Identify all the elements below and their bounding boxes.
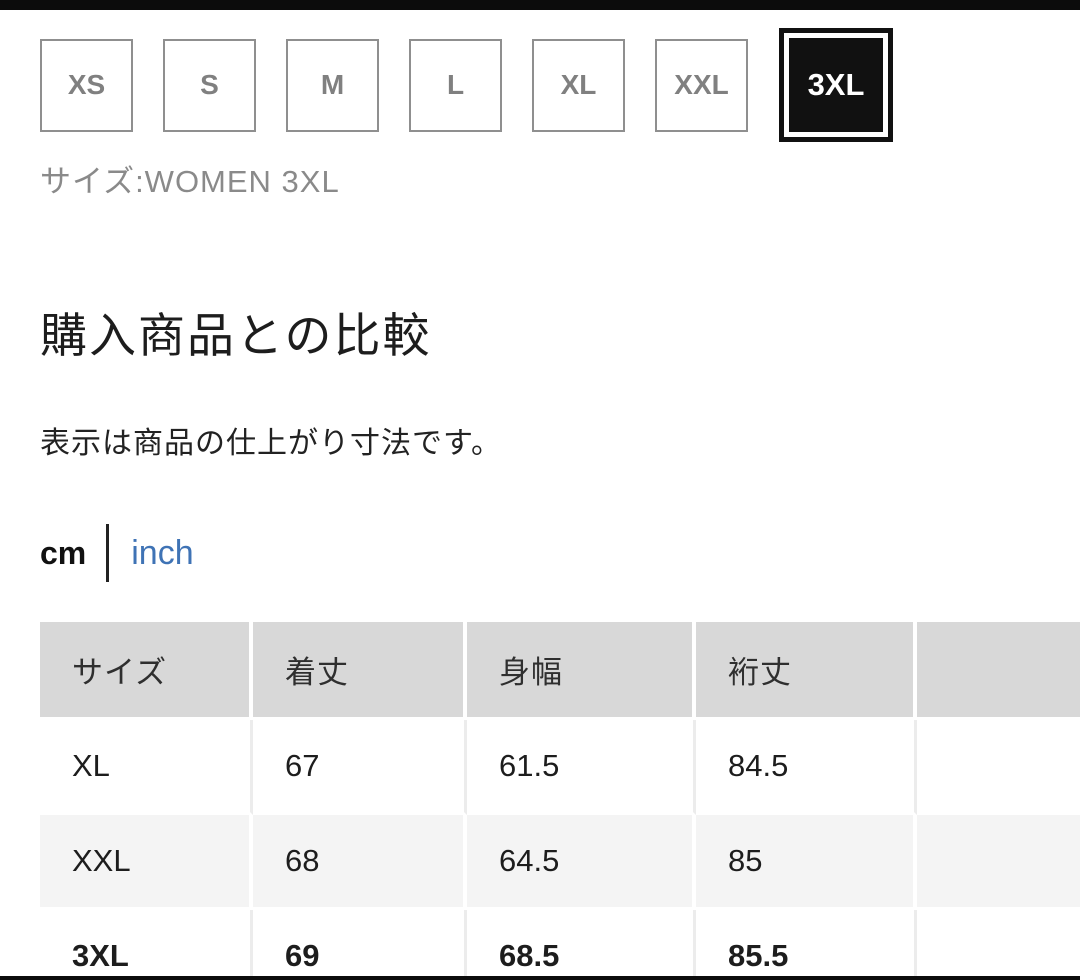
top-letterbox-bar	[0, 0, 1080, 10]
cell-value: 61.5	[467, 720, 696, 815]
size-table: サイズ 着丈 身幅 裄丈 XL 67 61.5 84.5	[40, 622, 1080, 980]
cell-size: 3XL	[40, 910, 253, 980]
cell-value: 85.5	[696, 910, 917, 980]
unit-toggle-divider	[106, 524, 110, 582]
size-table-container: サイズ 着丈 身幅 裄丈 XL 67 61.5 84.5	[40, 622, 1080, 980]
unit-cm-label[interactable]: cm	[40, 534, 87, 571]
size-table-header-row: サイズ 着丈 身幅 裄丈	[40, 622, 1080, 720]
size-option-l[interactable]: L	[409, 38, 502, 132]
size-option-s[interactable]: S	[163, 38, 256, 132]
selected-size-caption: サイズ:WOMEN 3XL	[40, 164, 340, 199]
size-option-xs[interactable]: XS	[40, 38, 133, 132]
size-option-xl[interactable]: XL	[532, 38, 625, 132]
col-header-body-width: 身幅	[467, 622, 696, 720]
unit-toggle: cm inch	[40, 522, 1080, 584]
bottom-letterbox-bar	[0, 976, 1080, 980]
col-header-extra	[917, 622, 1080, 720]
table-row-xxl: XXL 68 64.5 85	[40, 815, 1080, 910]
unit-inch-link[interactable]: inch	[131, 533, 194, 572]
cell-size: XXL	[40, 815, 253, 910]
size-option-m[interactable]: M	[286, 38, 379, 132]
cell-value: 67	[253, 720, 467, 815]
cell-value: 64.5	[467, 815, 696, 910]
comparison-section-note: 表示は商品の仕上がり寸法です。	[40, 427, 502, 460]
cell-value	[917, 910, 1080, 980]
comparison-section-title: 購入商品との比較	[40, 309, 432, 362]
cell-value: 85	[696, 815, 917, 910]
cell-value	[917, 720, 1080, 815]
table-row-3xl: 3XL 69 68.5 85.5	[40, 910, 1080, 980]
cell-value: 69	[253, 910, 467, 980]
cell-value	[917, 815, 1080, 910]
cell-value: 84.5	[696, 720, 917, 815]
col-header-body-length: 着丈	[253, 622, 467, 720]
size-selector: XS S M L XL XXL 3XL	[40, 26, 1080, 144]
size-option-3xl-selected[interactable]: 3XL	[779, 28, 893, 142]
cell-size: XL	[40, 720, 253, 815]
col-header-size: サイズ	[40, 622, 253, 720]
size-option-xxl[interactable]: XXL	[655, 38, 748, 132]
cell-value: 68.5	[467, 910, 696, 980]
col-header-sleeve-length: 裄丈	[696, 622, 917, 720]
cell-value: 68	[253, 815, 467, 910]
table-row-xl: XL 67 61.5 84.5	[40, 720, 1080, 815]
